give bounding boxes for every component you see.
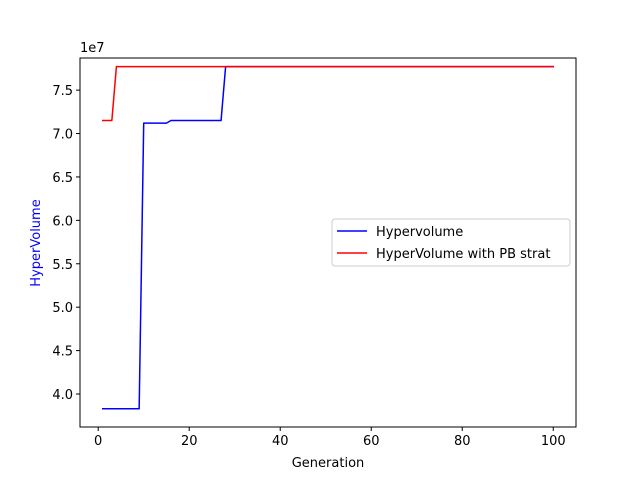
- legend-box: [331, 218, 571, 267]
- plot-area-frame: [79, 57, 577, 428]
- y-tick-label: 7.5: [52, 84, 73, 99]
- y-tick-label: 4.0: [52, 388, 73, 403]
- x-axis-label: Generation: [292, 456, 365, 471]
- y-axis-ticks: 4.0 4.5 5.0 5.5 6.0 6.5 7.0 7.5: [52, 84, 80, 403]
- legend-label-hypervolume: Hypervolume: [376, 225, 463, 240]
- plot-lines: [102, 65, 554, 410]
- y-tick-label: 6.0: [52, 214, 73, 229]
- x-tick-label: 80: [454, 434, 471, 449]
- x-tick-label: 20: [181, 434, 198, 449]
- x-tick-label: 0: [94, 434, 102, 449]
- y-tick-label: 4.5: [52, 345, 73, 360]
- x-tick-label: 40: [272, 434, 289, 449]
- legend: Hypervolume HyperVolume with PB strat: [331, 218, 571, 267]
- series-line-hypervolume-with-pb-strat: [102, 65, 554, 122]
- y-tick-label: 5.0: [52, 301, 73, 316]
- y-axis-label: HyperVolume: [29, 199, 44, 286]
- y-tick-label: 6.5: [52, 171, 73, 186]
- series-line-hypervolume: [102, 65, 554, 410]
- x-tick-label: 100: [541, 434, 566, 449]
- legend-label-hypervolume-pb-strat: HyperVolume with PB strat: [376, 247, 550, 262]
- y-offset-label: 1e7: [80, 41, 105, 56]
- y-tick-label: 5.5: [52, 258, 73, 273]
- x-tick-label: 60: [363, 434, 380, 449]
- x-axis-ticks: 0 20 40 60 80 100: [94, 427, 566, 449]
- y-tick-label: 7.0: [52, 128, 73, 143]
